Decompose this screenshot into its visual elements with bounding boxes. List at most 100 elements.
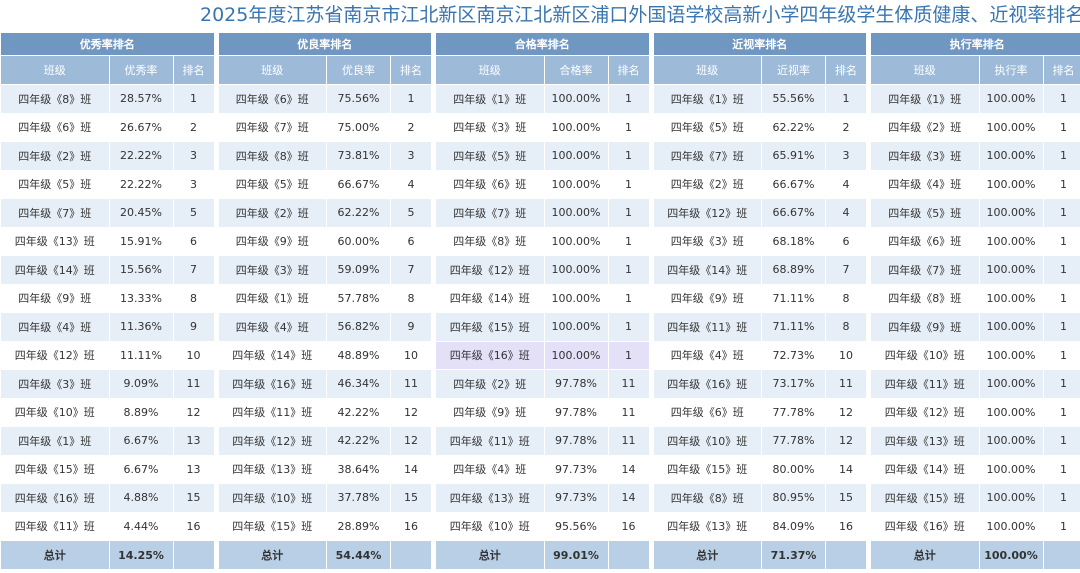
- rank-cell: 1: [1043, 255, 1080, 285]
- class-cell: 四年级《7》班: [436, 198, 545, 228]
- table-row: 四年级《10》班 77.78% 12: [653, 426, 867, 456]
- rank-cell: 10: [173, 341, 215, 370]
- rate-cell: 42.22%: [326, 398, 391, 427]
- ranking-tables: 优秀率排名 班级 优秀率 排名 四年级《8》班 28.57% 1 四年级《6》班 26.…: [1, 33, 1080, 570]
- rate-cell: 100.00%: [544, 284, 609, 313]
- rate-cell: 37.78%: [326, 483, 391, 513]
- rate-cell: 72.73%: [761, 341, 826, 370]
- rank-cell: 14: [608, 483, 650, 513]
- rank-cell: 6: [390, 227, 432, 256]
- rank-cell: 14: [608, 455, 650, 484]
- class-cell: 四年级《10》班: [436, 512, 545, 541]
- rate-cell: 77.78%: [761, 426, 826, 456]
- table-row: 四年级《14》班 100.00% 1: [871, 455, 1080, 484]
- rate-cell: 9.09%: [109, 369, 174, 399]
- rank-cell: 11: [608, 398, 650, 427]
- rate-cell: 68.18%: [761, 227, 826, 256]
- table-row: 四年级《12》班 100.00% 1: [871, 398, 1080, 427]
- table-caption: 近视率排名: [653, 33, 867, 56]
- table-row: 四年级《8》班 100.00% 1: [871, 284, 1080, 313]
- rate-cell: 66.67%: [761, 170, 826, 199]
- class-cell: 四年级《3》班: [653, 227, 762, 256]
- rank-cell: 1: [608, 141, 650, 171]
- class-cell: 四年级《5》班: [871, 198, 980, 228]
- rank-cell: 4: [390, 170, 432, 199]
- class-cell: 四年级《14》班: [436, 284, 545, 313]
- table-body: 四年级《1》班 55.56% 1 四年级《5》班 62.22% 2 四年级《7》班 65.91…: [653, 84, 867, 541]
- rate-cell: 80.95%: [761, 483, 826, 513]
- rate-cell: 100.00%: [979, 426, 1044, 456]
- rate-cell: 100.00%: [979, 141, 1044, 171]
- class-cell: 四年级《1》班: [436, 84, 545, 114]
- rank-cell: 1: [608, 113, 650, 142]
- rank-cell: 1: [608, 312, 650, 342]
- rank-cell: 16: [173, 512, 215, 541]
- rank-cell: 9: [173, 312, 215, 342]
- total-row: 总计 54.44%: [218, 540, 432, 570]
- table-row: 四年级《16》班 100.00% 1: [436, 341, 650, 370]
- rate-cell: 100.00%: [544, 141, 609, 171]
- rate-cell: 100.00%: [544, 84, 609, 114]
- class-cell: 四年级《8》班: [1, 84, 110, 114]
- rate-cell: 77.78%: [761, 398, 826, 427]
- class-cell: 四年级《15》班: [871, 483, 980, 513]
- rate-cell: 95.56%: [544, 512, 609, 541]
- rank-cell: 1: [608, 341, 650, 370]
- table-row: 四年级《16》班 73.17% 11: [653, 369, 867, 399]
- column-header-class: 班级: [653, 55, 762, 85]
- rate-cell: 100.00%: [544, 255, 609, 285]
- rank-cell: 11: [390, 369, 432, 399]
- rank-cell: 2: [825, 113, 867, 142]
- rank-cell: 1: [1043, 170, 1080, 199]
- rank-cell: 4: [825, 170, 867, 199]
- rank-cell: 2: [390, 113, 432, 142]
- table-row: 四年级《11》班 100.00% 1: [871, 369, 1080, 399]
- table-row: 四年级《2》班 66.67% 4: [653, 170, 867, 199]
- table-row: 四年级《9》班 71.11% 8: [653, 284, 867, 313]
- class-cell: 四年级《1》班: [218, 284, 327, 313]
- class-cell: 四年级《3》班: [1, 369, 110, 399]
- table-row: 四年级《2》班 62.22% 5: [218, 198, 432, 228]
- total-label: 总计: [436, 540, 545, 570]
- rank-cell: 1: [1043, 398, 1080, 427]
- table-row: 四年级《6》班 26.67% 2: [1, 113, 215, 142]
- rank-cell: 12: [173, 398, 215, 427]
- table-row: 四年级《13》班 84.09% 16: [653, 512, 867, 541]
- rate-cell: 66.67%: [761, 198, 826, 228]
- table-row: 四年级《13》班 100.00% 1: [871, 426, 1080, 456]
- table-row: 四年级《7》班 20.45% 5: [1, 198, 215, 228]
- rank-cell: 8: [825, 284, 867, 313]
- class-cell: 四年级《9》班: [653, 284, 762, 313]
- table-row: 四年级《15》班 100.00% 1: [436, 312, 650, 342]
- rate-cell: 73.81%: [326, 141, 391, 171]
- column-header-rank: 排名: [608, 55, 650, 85]
- class-cell: 四年级《2》班: [871, 113, 980, 142]
- table-caption: 优秀率排名: [1, 33, 215, 56]
- rate-cell: 97.78%: [544, 398, 609, 427]
- total-rank: [390, 540, 432, 570]
- table-body: 四年级《8》班 28.57% 1 四年级《6》班 26.67% 2 四年级《2》班 22.22…: [1, 84, 215, 541]
- class-cell: 四年级《5》班: [1, 170, 110, 199]
- rank-cell: 13: [173, 455, 215, 484]
- class-cell: 四年级《4》班: [653, 341, 762, 370]
- rank-cell: 10: [390, 341, 432, 370]
- rank-cell: 3: [173, 141, 215, 171]
- table-row: 四年级《6》班 75.56% 1: [218, 84, 432, 114]
- table-row: 四年级《2》班 97.78% 11: [436, 369, 650, 399]
- class-cell: 四年级《16》班: [1, 483, 110, 513]
- rate-cell: 100.00%: [979, 198, 1044, 228]
- table-caption: 合格率排名: [436, 33, 650, 56]
- table-row: 四年级《5》班 100.00% 1: [436, 141, 650, 171]
- rate-cell: 84.09%: [761, 512, 826, 541]
- table-row: 四年级《13》班 15.91% 6: [1, 227, 215, 256]
- table-row: 四年级《9》班 60.00% 6: [218, 227, 432, 256]
- rank-cell: 1: [1043, 426, 1080, 456]
- rate-cell: 71.11%: [761, 284, 826, 313]
- class-cell: 四年级《11》班: [218, 398, 327, 427]
- rank-cell: 14: [390, 455, 432, 484]
- column-header-class: 班级: [871, 55, 980, 85]
- column-header-rate: 优良率: [326, 55, 391, 85]
- rate-cell: 100.00%: [979, 113, 1044, 142]
- rank-cell: 1: [1043, 227, 1080, 256]
- class-cell: 四年级《6》班: [653, 398, 762, 427]
